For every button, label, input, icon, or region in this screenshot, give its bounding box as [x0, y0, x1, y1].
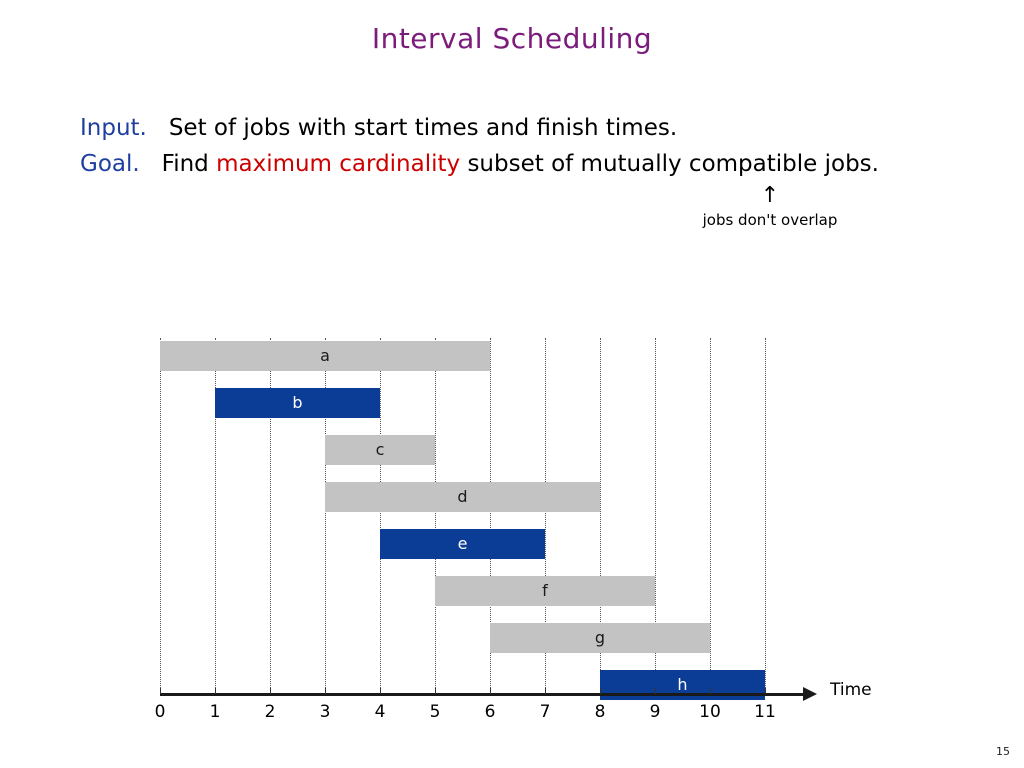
goal-text-before: Find — [161, 151, 209, 177]
goal-keyword: Goal. — [80, 151, 140, 177]
input-line: Input. Set of jobs with start times and … — [80, 110, 940, 146]
tick-label-8: 8 — [594, 702, 606, 722]
input-statement: Set of jobs with start times and finish … — [168, 115, 678, 141]
tick-label-7: 7 — [539, 702, 551, 722]
job-bar-f[interactable]: f — [435, 576, 655, 606]
tick-mark-10 — [710, 688, 711, 694]
tick-label-5: 5 — [429, 702, 441, 722]
x-axis-label: Time — [830, 680, 872, 700]
goal-highlight: maximum cardinality — [216, 151, 461, 177]
tick-label-2: 2 — [264, 702, 276, 722]
tick-label-10: 10 — [699, 702, 721, 722]
gridline-t2 — [270, 338, 271, 694]
gridline-t4 — [380, 338, 381, 694]
tick-mark-5 — [435, 688, 436, 694]
gridline-t7 — [545, 338, 546, 694]
page-title: Interval Scheduling — [371, 22, 653, 55]
tick-mark-11 — [765, 688, 766, 694]
gridline-t3 — [325, 338, 326, 694]
tick-mark-4 — [380, 688, 381, 694]
tick-mark-9 — [655, 688, 656, 694]
gridline-t11 — [765, 338, 766, 694]
goal-line: Goal. Find maximum cardinality subset of… — [80, 146, 940, 182]
gridline-t8 — [600, 338, 601, 694]
tick-label-9: 9 — [649, 702, 661, 722]
time-axis-line — [160, 693, 805, 696]
input-keyword: Input. — [80, 115, 147, 141]
tick-mark-8 — [600, 688, 601, 694]
job-bar-a[interactable]: a — [160, 341, 490, 371]
tick-label-11: 11 — [754, 702, 776, 722]
gridline-t0 — [160, 338, 161, 694]
gridline-t1 — [215, 338, 216, 694]
job-bar-c[interactable]: c — [325, 435, 435, 465]
tick-label-4: 4 — [374, 702, 386, 722]
tick-label-1: 1 — [209, 702, 221, 722]
callout-label: jobs don't overlap — [702, 211, 838, 229]
callout-annotation: ↑ jobs don't overlap — [660, 183, 880, 230]
goal-text-after: subset of mutually compatible jobs. — [467, 151, 879, 177]
tick-label-3: 3 — [319, 702, 331, 722]
tick-label-0: 0 — [154, 702, 166, 722]
job-bar-b[interactable]: b — [215, 388, 380, 418]
body-text: Input. Set of jobs with start times and … — [80, 110, 940, 182]
tick-mark-7 — [545, 688, 546, 694]
page-number: 15 — [996, 745, 1010, 758]
gridline-t6 — [490, 338, 491, 694]
gridline-t9 — [655, 338, 656, 694]
gridline-t5 — [435, 338, 436, 694]
tick-mark-2 — [270, 688, 271, 694]
gridline-t10 — [710, 338, 711, 694]
tick-mark-3 — [325, 688, 326, 694]
up-arrow-icon: ↑ — [760, 183, 780, 208]
tick-mark-6 — [490, 688, 491, 694]
tick-mark-0 — [160, 688, 161, 694]
time-axis-arrow-icon — [803, 687, 817, 701]
job-bar-e[interactable]: e — [380, 529, 545, 559]
tick-label-6: 6 — [484, 702, 496, 722]
job-bar-g[interactable]: g — [490, 623, 710, 653]
tick-mark-1 — [215, 688, 216, 694]
job-bar-d[interactable]: d — [325, 482, 600, 512]
